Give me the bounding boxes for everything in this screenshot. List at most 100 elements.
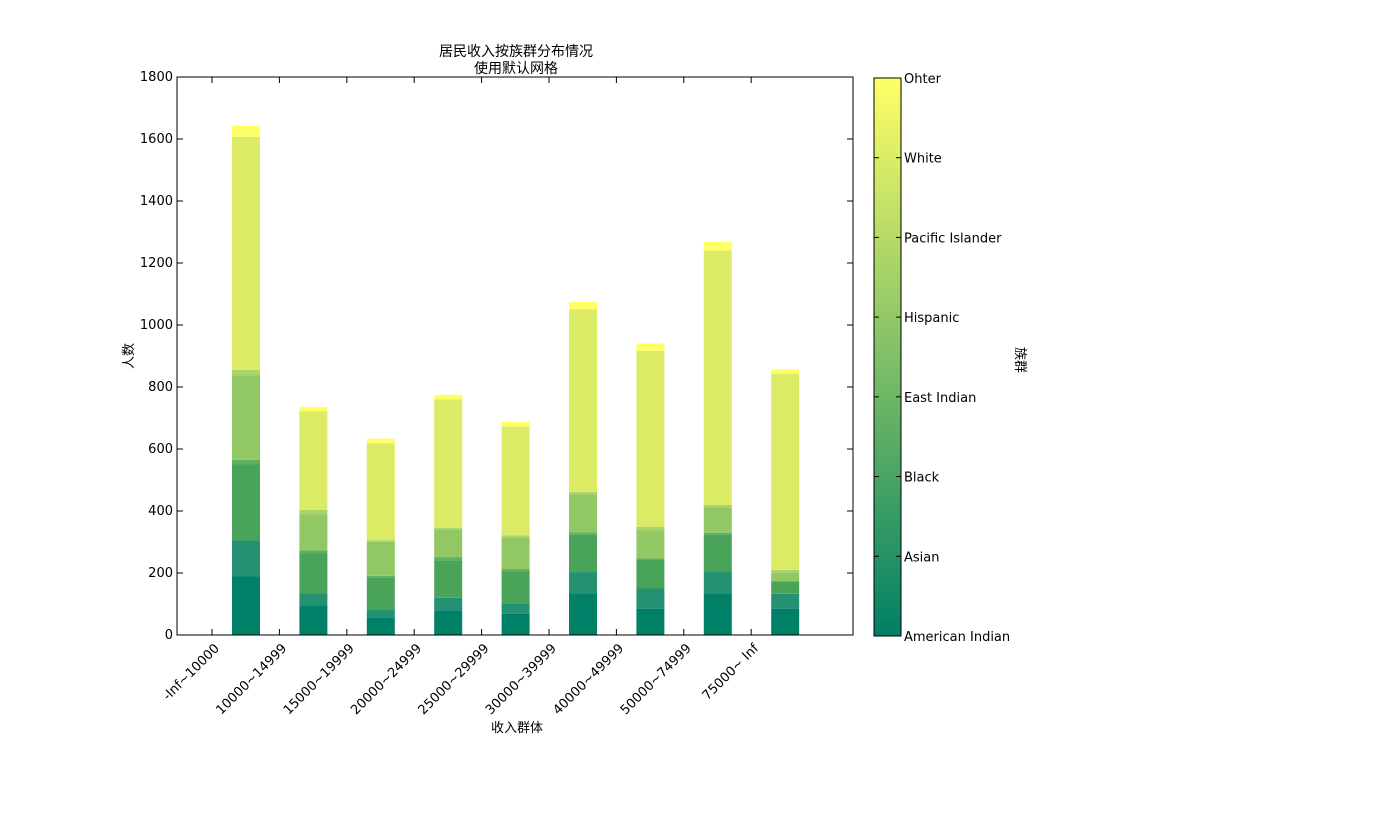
colorbar-tick-label: Black (904, 471, 940, 486)
bar-segment (569, 532, 597, 535)
bar-segment (434, 560, 463, 598)
bar-segment (636, 530, 665, 559)
bars-layer (232, 125, 800, 635)
bar-segment (636, 608, 665, 635)
x-tick-label: 20000~24999 (348, 641, 425, 718)
bar-segment (232, 540, 260, 577)
plot-area-frame (176, 76, 854, 636)
bar-segment (232, 375, 260, 460)
bar-segment (636, 559, 665, 589)
bar-segment (299, 605, 328, 635)
bar-segment (501, 604, 530, 614)
bar-segment (703, 534, 732, 572)
bar-segment (703, 593, 732, 635)
bar-segment (771, 581, 800, 582)
bar-segment (636, 558, 665, 560)
x-tick-label: 30000~39999 (483, 641, 560, 718)
bar-segment (366, 617, 395, 635)
bar-segment (434, 597, 463, 611)
x-tick-label: 25000~29999 (416, 641, 493, 718)
bar-segment (232, 369, 260, 376)
x-tick-label: -Inf~10000 (160, 641, 223, 704)
bar-segment (771, 569, 800, 573)
x-axis-label: 收入群体 (491, 721, 543, 736)
bar-segment (366, 443, 395, 541)
x-tick-label: 40000~49999 (550, 641, 627, 718)
bar-segment (366, 438, 395, 444)
bar-segment (636, 350, 665, 527)
bar-segment (703, 507, 732, 533)
x-tick-label: 50000~74999 (618, 641, 695, 718)
bar-segment (366, 609, 395, 618)
bar-segment (299, 406, 328, 412)
bar-segment (501, 426, 530, 536)
y-tick-label: 200 (148, 566, 173, 581)
bar-segment (366, 541, 395, 576)
bar-segment (569, 302, 597, 310)
bar-segment (771, 608, 800, 635)
colorbar (873, 77, 902, 637)
bar-segment (703, 571, 732, 594)
bar-segment (636, 526, 665, 531)
bar-segment (569, 572, 597, 594)
bar-segment (232, 459, 260, 465)
bar-segment (771, 581, 800, 594)
bar-segment (434, 610, 463, 635)
colorbar-tick-label: American Indian (904, 630, 1010, 645)
bar-segment (501, 571, 530, 604)
y-tick-label: 600 (148, 442, 173, 457)
y-tick-label: 1000 (140, 318, 173, 333)
bar-segment (232, 576, 260, 635)
y-tick-label: 1200 (140, 256, 173, 271)
bar-segment (299, 593, 328, 606)
x-tick-label: 15000~19999 (281, 641, 358, 718)
y-tick-label: 400 (148, 504, 173, 519)
colorbar-tick-label: Ohter (904, 72, 942, 87)
bar-segment (434, 394, 463, 400)
chart-subtitle: 使用默认网格 (474, 60, 558, 77)
colorbar-ticks: American Indian Asian Black East Indian Hisp… (874, 72, 1010, 645)
bar-segment (771, 369, 800, 374)
bar-segment (771, 593, 800, 609)
bar-segment (501, 537, 530, 569)
bar-segment (232, 125, 260, 137)
bar-segment (299, 509, 328, 515)
bar-segment (636, 588, 665, 609)
x-tick-label: 75000~ Inf (700, 641, 763, 704)
bar-segment (434, 529, 463, 558)
bar-segment (771, 572, 800, 582)
x-tick-label: 10000~14999 (213, 641, 290, 718)
y-tick-label: 1600 (140, 132, 173, 147)
bar-segment (703, 241, 732, 251)
bar-segment (299, 411, 328, 510)
bar-segment (366, 540, 395, 542)
bar-segment (771, 373, 800, 570)
bar-segment (501, 421, 530, 427)
bar-segment (299, 550, 328, 554)
bar-segment (232, 136, 260, 370)
bar-segment (569, 494, 597, 533)
bar-segment (232, 464, 260, 541)
bar-segment (569, 534, 597, 573)
bar-segment (703, 504, 732, 508)
y-axis: 0 200 400 600 800 1000 1200 1400 1600 1800 (140, 70, 853, 643)
y-tick-label: 1800 (140, 70, 173, 85)
y-tick-label: 0 (165, 628, 173, 643)
bar-segment (703, 250, 732, 505)
colorbar-label: 族群 (1012, 347, 1028, 373)
chart-title: 居民收入按族群分布情况 (439, 44, 593, 60)
bar-segment (569, 492, 597, 495)
y-tick-label: 800 (148, 380, 173, 395)
bar-segment (501, 613, 530, 635)
colorbar-tick-label: Asian (904, 550, 939, 565)
bar-segment (299, 553, 328, 594)
y-axis-label: 人数 (122, 343, 137, 369)
bar-segment (299, 514, 328, 551)
bar-segment (636, 343, 665, 351)
bar-segment (366, 575, 395, 578)
bar-segment (569, 593, 597, 635)
colorbar-tick-label: Hispanic (904, 311, 959, 326)
colorbar-tick-label: Pacific Islander (904, 231, 1002, 246)
bar-segment (703, 532, 732, 535)
